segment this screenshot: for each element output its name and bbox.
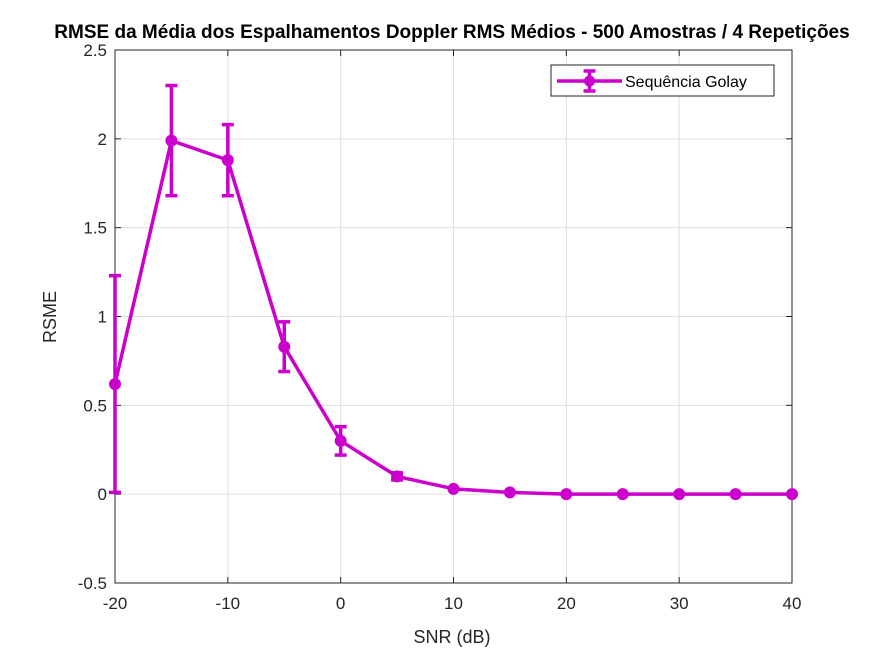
x-axis-label: SNR (dB) xyxy=(413,627,490,647)
x-tick-label: 10 xyxy=(444,594,463,613)
x-tick-label: 0 xyxy=(336,594,345,613)
legend-swatch xyxy=(557,69,622,93)
x-tick-label: 40 xyxy=(783,594,802,613)
data-point xyxy=(447,482,460,495)
x-tick-label: -20 xyxy=(103,594,128,613)
data-point xyxy=(503,486,516,499)
y-tick-label: 1 xyxy=(98,308,107,327)
data-point xyxy=(334,434,347,447)
data-point xyxy=(729,488,742,501)
x-tick-label: 30 xyxy=(670,594,689,613)
x-tick-label: 20 xyxy=(557,594,576,613)
plot-area: -20 -10 0 10 20 30 40 -0.5 0 0.5 1 1.5 2 2.5 xyxy=(78,41,802,613)
y-tick-label: 1.5 xyxy=(83,219,107,238)
data-point xyxy=(165,134,178,147)
y-tick-label: -0.5 xyxy=(78,574,107,593)
data-point xyxy=(786,488,798,501)
data-point xyxy=(109,378,121,391)
y-tick-label: 2 xyxy=(98,130,107,149)
y-tick-label: 0 xyxy=(98,485,107,504)
data-point xyxy=(278,340,291,353)
legend: Sequência Golay xyxy=(550,64,775,97)
y-tick-label: 2.5 xyxy=(83,41,107,60)
legend-marker xyxy=(584,75,595,87)
x-tick-label: -10 xyxy=(216,594,241,613)
data-point xyxy=(673,488,686,501)
data-point xyxy=(221,154,234,167)
chart-title: RMSE da Média dos Espalhamentos Doppler … xyxy=(54,22,849,43)
data-point xyxy=(391,470,404,483)
y-axis-label: RSME xyxy=(40,291,60,343)
series-layer xyxy=(109,83,798,501)
ticks: -20 -10 0 10 20 30 40 -0.5 0 0.5 1 1.5 2 2.5 xyxy=(78,41,802,613)
data-point xyxy=(560,488,573,501)
data-point xyxy=(616,488,629,501)
y-tick-label: 0.5 xyxy=(83,396,107,415)
legend-label: Sequência Golay xyxy=(625,74,747,91)
